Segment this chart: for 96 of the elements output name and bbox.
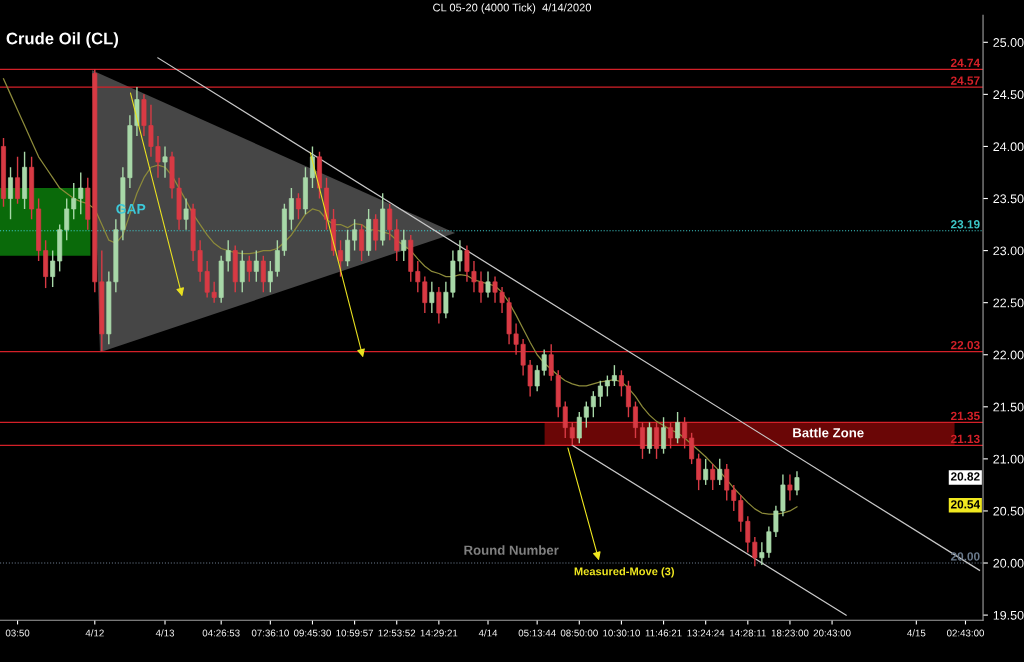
y-tick-label: 25.00 bbox=[993, 38, 1024, 47]
candlestick bbox=[682, 416, 688, 450]
ref-line-label: 21.35 bbox=[950, 411, 980, 421]
x-tick-label: 18:23:00 bbox=[771, 629, 809, 637]
ref-line-label: 21.13 bbox=[950, 434, 980, 444]
x-tick-label: 14:28:11 bbox=[729, 629, 766, 637]
candlestick bbox=[675, 411, 681, 444]
candlestick bbox=[352, 218, 358, 252]
x-tick-label: 4/14 bbox=[478, 629, 498, 637]
ref-line-label: 24.57 bbox=[950, 76, 980, 85]
x-tick-label: 11:46:21 bbox=[645, 629, 682, 637]
x-tick-label: 14:29:21 bbox=[420, 629, 458, 637]
ref-line-label: 24.74 bbox=[950, 58, 981, 67]
candlestick bbox=[689, 432, 695, 465]
candlestick bbox=[162, 145, 168, 179]
candlestick bbox=[387, 203, 393, 241]
x-tick-label: 03:50 bbox=[5, 629, 30, 637]
candlestick bbox=[654, 421, 659, 460]
candlestick bbox=[604, 374, 610, 398]
x-tick-label: 07:36:10 bbox=[251, 629, 289, 637]
annotation: Round Number bbox=[464, 545, 559, 555]
x-tick-label: 08:50:00 bbox=[560, 629, 598, 637]
annotation: 20.82 bbox=[950, 472, 980, 481]
candlestick bbox=[794, 470, 800, 497]
y-tick-label: 21.50 bbox=[993, 402, 1024, 412]
candlestick bbox=[710, 463, 716, 491]
y-tick-label: 19.50 bbox=[993, 610, 1024, 620]
candlestick bbox=[78, 171, 84, 215]
candlestick bbox=[590, 390, 596, 418]
x-tick-label: 02:43:00 bbox=[946, 629, 985, 637]
candlestick bbox=[359, 223, 365, 262]
candlestick bbox=[288, 187, 294, 231]
y-tick-label: 21.00 bbox=[993, 454, 1024, 464]
x-tick-label: 05:13:44 bbox=[518, 629, 556, 637]
candlestick bbox=[246, 255, 252, 283]
y-tick-label: 23.50 bbox=[993, 194, 1024, 204]
candlestick bbox=[267, 260, 273, 293]
candlestick bbox=[295, 192, 301, 221]
candlestick bbox=[668, 421, 674, 450]
candlestick bbox=[436, 286, 442, 325]
candlestick bbox=[717, 458, 723, 486]
candlestick bbox=[8, 166, 13, 221]
chart-title: CL 05-20 (4000 Tick) 4/14/2020 bbox=[433, 3, 592, 14]
candlestick bbox=[15, 156, 21, 205]
candlestick bbox=[260, 255, 266, 293]
ref-line-label: 23.19 bbox=[950, 220, 980, 229]
x-tick-label: 12:53:52 bbox=[378, 629, 416, 637]
annotation: 20.54 bbox=[950, 500, 981, 509]
candlestick bbox=[611, 364, 617, 387]
y-tick-label: 22.50 bbox=[993, 298, 1024, 308]
candlestick bbox=[429, 281, 435, 314]
candlestick bbox=[274, 239, 280, 278]
candlestick bbox=[640, 421, 645, 460]
candlestick bbox=[338, 239, 344, 278]
x-tick-label: 4/13 bbox=[155, 629, 175, 637]
candlestick bbox=[618, 369, 624, 398]
y-tick-label: 24.00 bbox=[993, 142, 1024, 152]
candlestick bbox=[625, 380, 631, 418]
candlestick bbox=[253, 249, 259, 283]
candlestick bbox=[583, 400, 589, 429]
candlestick bbox=[485, 270, 491, 299]
candlestick bbox=[64, 197, 70, 241]
candlestick bbox=[401, 229, 407, 262]
candlestick bbox=[394, 218, 400, 262]
candlestick bbox=[647, 421, 652, 455]
band-label: Battle Zone bbox=[793, 427, 864, 438]
candlestick bbox=[661, 416, 667, 455]
candlestick bbox=[345, 229, 351, 267]
candlestick bbox=[597, 380, 603, 408]
candlestick bbox=[50, 249, 56, 288]
y-tick-label: 23.00 bbox=[993, 246, 1024, 256]
x-tick-label: 4/12 bbox=[85, 629, 104, 637]
x-tick-label: 4/15 bbox=[907, 629, 926, 637]
candlestick bbox=[239, 249, 245, 293]
x-tick-label: 04:26:53 bbox=[202, 629, 240, 637]
candlestick bbox=[787, 473, 793, 502]
candlestick bbox=[576, 411, 582, 444]
text: Crude Oil (CL) bbox=[6, 32, 119, 48]
y-tick-label: 20.00 bbox=[993, 558, 1024, 568]
candlestick bbox=[71, 182, 77, 221]
candlestick bbox=[633, 400, 638, 439]
x-tick-label: 09:45:30 bbox=[293, 629, 332, 637]
candlestick bbox=[569, 421, 575, 447]
ref-line-label: 22.03 bbox=[950, 340, 980, 350]
candlestick bbox=[703, 458, 709, 486]
x-tick-label: 10:30:10 bbox=[603, 629, 640, 637]
y-tick-label: 24.50 bbox=[993, 90, 1024, 100]
x-tick-label: 13:24:24 bbox=[687, 629, 725, 637]
y-tick-label: 22.00 bbox=[993, 350, 1024, 360]
y-tick-label: 20.50 bbox=[993, 506, 1024, 516]
candlestick bbox=[183, 197, 189, 231]
candlestick bbox=[696, 452, 702, 491]
annotation: Measured-Move (3) bbox=[574, 567, 674, 578]
x-tick-label: 10:59:57 bbox=[336, 629, 374, 637]
candlestick bbox=[373, 213, 379, 252]
x-tick-label: 20:43:00 bbox=[813, 629, 851, 637]
